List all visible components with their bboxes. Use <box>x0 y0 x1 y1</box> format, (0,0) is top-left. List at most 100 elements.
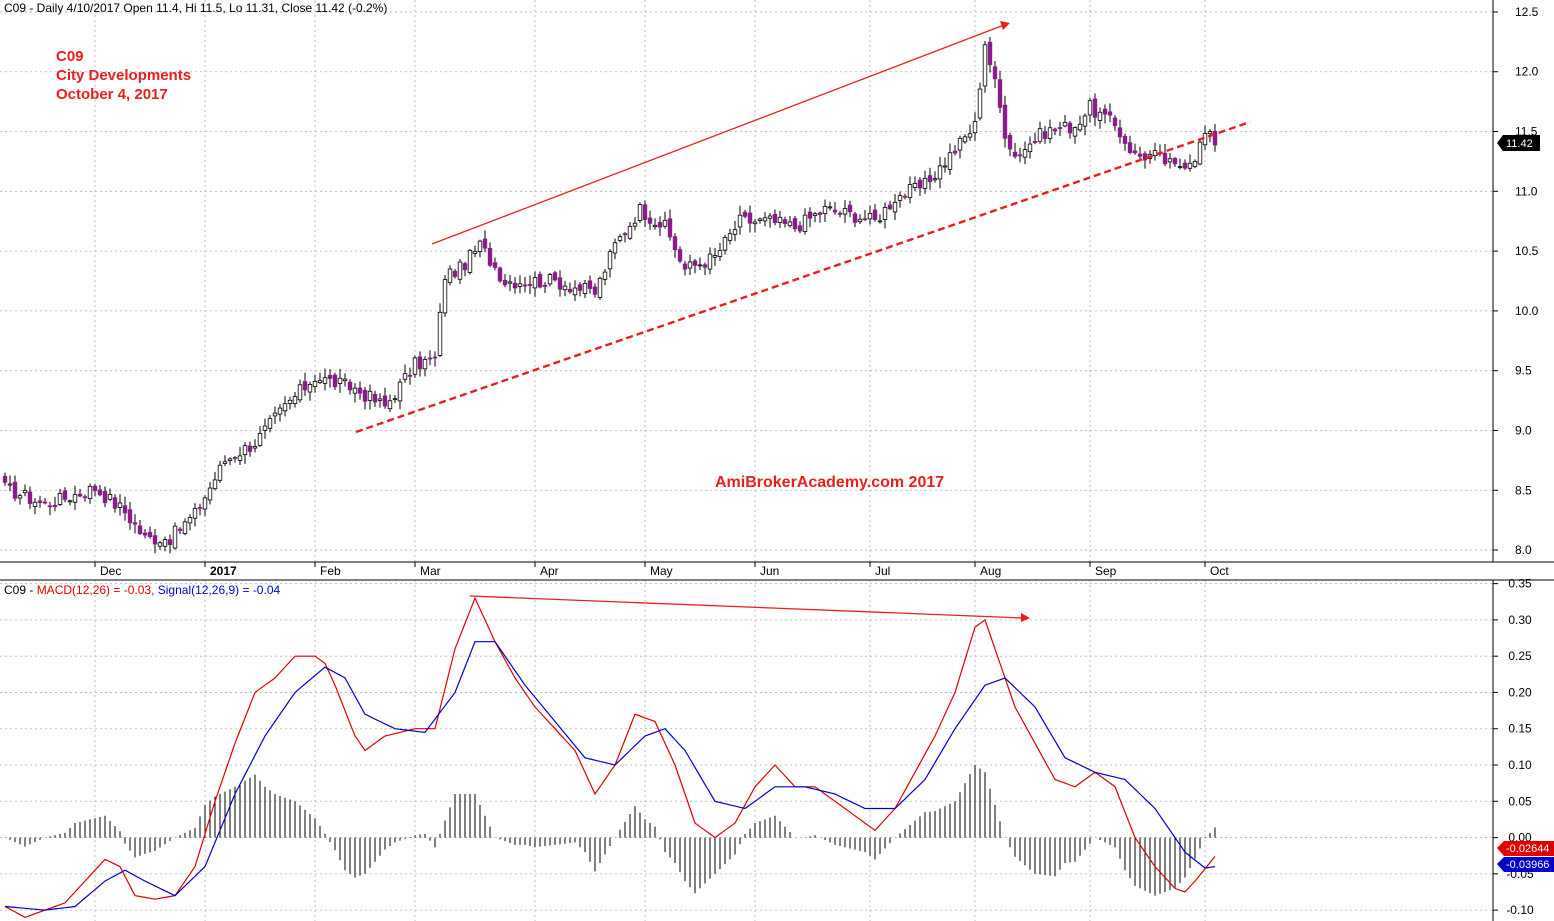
candle-body-157 <box>787 221 793 227</box>
candle-body-92 <box>462 263 468 271</box>
signal-value-tag: -0.03966 <box>1497 857 1554 872</box>
candle-body-66 <box>332 374 338 388</box>
candle-body-22 <box>112 497 118 509</box>
candle-body-184 <box>922 177 928 189</box>
candle-body-99 <box>497 267 503 282</box>
candle-body-83 <box>417 356 423 370</box>
candle-body-58 <box>292 396 298 404</box>
candle-body-214 <box>1072 127 1078 137</box>
candle-body-14 <box>72 494 78 503</box>
candle-body-38 <box>192 507 198 519</box>
candle-body-117 <box>587 280 593 289</box>
candle-body-48 <box>242 445 248 456</box>
candle-body-141 <box>707 253 713 270</box>
candle-body-234 <box>1172 158 1178 165</box>
candle-body-105 <box>527 284 533 286</box>
candle-body-182 <box>912 183 918 188</box>
candle-body-194 <box>972 121 978 134</box>
candle-body-0 <box>2 475 8 483</box>
price-tick-label-8: 8.5 <box>1515 483 1532 497</box>
price-tick-label-0: 12.5 <box>1515 5 1539 19</box>
month-label-8: Aug <box>980 564 1001 578</box>
candle-body-5 <box>27 491 33 504</box>
candle-body-53 <box>267 418 273 429</box>
candle-body-153 <box>767 215 773 219</box>
candle-body-2 <box>12 481 18 499</box>
candle-body-205 <box>1027 143 1033 153</box>
candle-body-235 <box>1177 165 1183 168</box>
candle-body-17 <box>87 485 93 500</box>
upper-channel-arrowhead-icon <box>1000 21 1010 30</box>
price-axis-ticks: 12.512.011.511.010.510.09.59.08.58.0 <box>1493 5 1539 557</box>
candle-body-41 <box>207 487 213 501</box>
price-header: C09 - Daily 4/10/2017 Open 11.4, Hi 11.5… <box>4 1 387 15</box>
candle-body-94 <box>472 250 478 254</box>
candle-body-207 <box>1037 128 1043 142</box>
candle-body-191 <box>957 137 963 151</box>
candle-body-81 <box>407 374 413 377</box>
candle-body-224 <box>1122 135 1128 144</box>
price-tick-label-1: 12.0 <box>1515 65 1539 79</box>
candle-body-185 <box>927 175 933 183</box>
lower-channel-dashed-line <box>355 120 1251 434</box>
month-label-10: Oct <box>1210 564 1229 578</box>
candle-body-129 <box>647 217 653 224</box>
candle-body-18 <box>92 485 98 492</box>
candle-body-132 <box>662 219 668 227</box>
macd-header-prefix: C09 - <box>4 583 37 597</box>
macd-divergence-arrow <box>469 595 1025 619</box>
candle-body-192 <box>962 136 968 143</box>
candle-body-172 <box>862 218 868 221</box>
candle-body-84 <box>422 359 428 370</box>
price-tick-label-5: 10.0 <box>1515 304 1539 318</box>
candle-body-20 <box>102 491 108 503</box>
price-tick-label-6: 9.5 <box>1515 364 1532 378</box>
macd-tick-label-4: 0.15 <box>1508 722 1532 736</box>
candle-body-26 <box>132 522 138 525</box>
candle-body-119 <box>597 277 603 298</box>
candle-body-150 <box>752 221 758 225</box>
candle-body-151 <box>757 218 763 221</box>
candle-body-186 <box>932 178 938 181</box>
candle-body-67 <box>337 377 343 384</box>
candle-body-200 <box>1002 104 1008 139</box>
candle-body-86 <box>432 356 438 359</box>
candle-body-190 <box>952 150 958 154</box>
candle-body-90 <box>452 270 458 277</box>
candle-body-96 <box>482 238 488 249</box>
candle-body-227 <box>1137 153 1143 157</box>
candle-body-45 <box>227 458 233 461</box>
candle-body-154 <box>772 214 778 223</box>
candle-body-220 <box>1102 108 1108 115</box>
candle-body-57 <box>287 399 293 404</box>
price-tick-label-4: 10.5 <box>1515 244 1539 258</box>
month-label-0: Dec <box>100 564 121 578</box>
candle-body-178 <box>892 201 898 213</box>
candle-body-29 <box>147 531 153 538</box>
candle-body-93 <box>467 249 473 273</box>
candle-body-102 <box>512 282 518 289</box>
last-close-tag-text: 11.42 <box>1506 138 1533 150</box>
macd-tick-label-0: 0.35 <box>1508 577 1532 591</box>
candle-body-140 <box>702 264 708 268</box>
candle-body-78 <box>392 398 398 401</box>
candle-body-160 <box>802 214 808 232</box>
candle-body-64 <box>322 377 328 384</box>
candle-body-137 <box>687 261 693 269</box>
candle-body-144 <box>722 237 728 251</box>
candle-body-76 <box>382 395 388 407</box>
candle-body-188 <box>942 165 948 168</box>
candle-body-82 <box>412 357 418 375</box>
macd-value-tag-shape <box>1497 841 1554 856</box>
candle-body-159 <box>797 225 803 232</box>
candle-body-72 <box>362 389 368 402</box>
candle-body-193 <box>967 133 973 138</box>
candle-body-171 <box>857 218 863 223</box>
candle-body-147 <box>737 214 743 228</box>
candle-body-217 <box>1087 100 1093 116</box>
candle-body-11 <box>57 492 63 505</box>
candle-body-12 <box>62 490 68 500</box>
signal-value-tag-text: -0.03966 <box>1506 859 1549 871</box>
candle-body-109 <box>547 274 553 285</box>
candle-body-7 <box>37 500 43 503</box>
